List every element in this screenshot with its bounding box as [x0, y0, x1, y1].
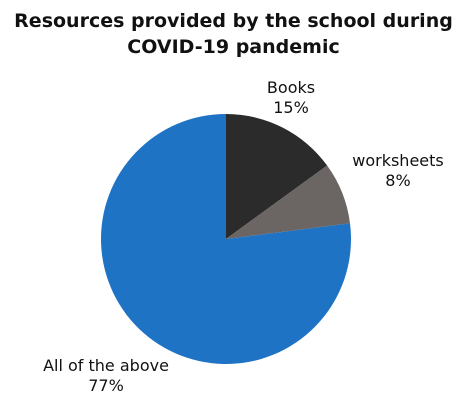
pie-slices	[100, 113, 351, 365]
chart-title-line-2: COVID-19 pandemic	[127, 36, 340, 58]
slice-label-all-of-the-above: All of the above	[43, 356, 169, 375]
slice-label-worksheets: worksheets	[352, 151, 444, 170]
pie-slice-all-of-the-above	[100, 113, 351, 365]
chart-title: Resources provided by the school during …	[0, 8, 467, 60]
pie-labels: Books 15% worksheets 8% All of the above…	[43, 78, 444, 395]
slice-value-all-of-the-above: 77%	[88, 376, 124, 395]
slice-value-worksheets: 8%	[385, 171, 410, 190]
slice-value-books: 15%	[273, 98, 309, 117]
pie-slice-books	[226, 114, 328, 239]
pie-slice-worksheets	[226, 165, 351, 239]
slice-label-books: Books	[267, 78, 315, 97]
chart-title-line-1: Resources provided by the school during	[14, 10, 453, 32]
